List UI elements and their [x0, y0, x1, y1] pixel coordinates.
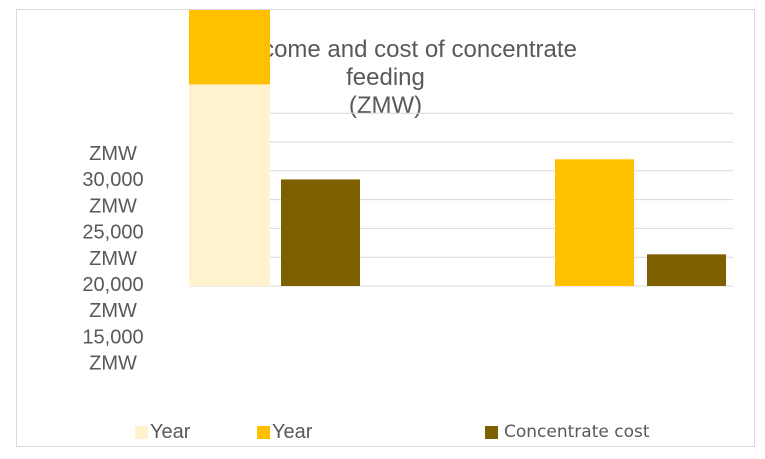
bar-group1-3	[281, 179, 360, 286]
bar-group2-2	[647, 254, 726, 286]
y-axis-tick-labels: ZMW 30,000 ZMW 25,000 ZMW 20,000 ZMW 15,000 ZMW	[82, 143, 143, 375]
legend-swatch-concentrate-cost	[485, 425, 498, 439]
legend-swatch-year-light	[135, 425, 148, 439]
plot-svg: ZMW 30,000 ZMW 25,000 ZMW 20,000 ZMW 15,000 ZMW	[82, 10, 733, 375]
y-tick-label: 15,000	[82, 326, 143, 348]
legend-item-year-light: Year	[135, 415, 190, 449]
bar-group1-2	[189, 10, 270, 85]
legend-label-year-gold: Year	[272, 420, 313, 443]
y-tick-label: ZMW	[89, 143, 137, 165]
y-tick-label: 25,000	[82, 222, 143, 244]
y-tick-label: ZMW	[89, 353, 137, 375]
legend: Year Year Concentrate cost	[17, 415, 754, 449]
y-tick-label: 20,000	[82, 274, 143, 296]
y-tick-label: ZMW	[89, 195, 137, 217]
y-tick-label: ZMW	[89, 248, 137, 270]
bar-group2-1	[555, 159, 634, 286]
y-tick-label: ZMW	[89, 300, 137, 322]
legend-label-concentrate-cost: Concentrate cost	[504, 422, 650, 442]
legend-swatch-year-gold	[257, 425, 270, 439]
y-tick-label: 30,000	[82, 169, 143, 191]
legend-item-concentrate-cost: Concentrate cost	[485, 415, 650, 449]
gridlines	[189, 112, 733, 287]
chart-area: Milk income and cost of concentrate feed…	[16, 9, 755, 447]
bars	[189, 10, 726, 287]
legend-label-year-light: Year	[150, 420, 191, 443]
bar-group1-1	[189, 84, 270, 287]
legend-item-year-gold: Year	[257, 415, 312, 449]
